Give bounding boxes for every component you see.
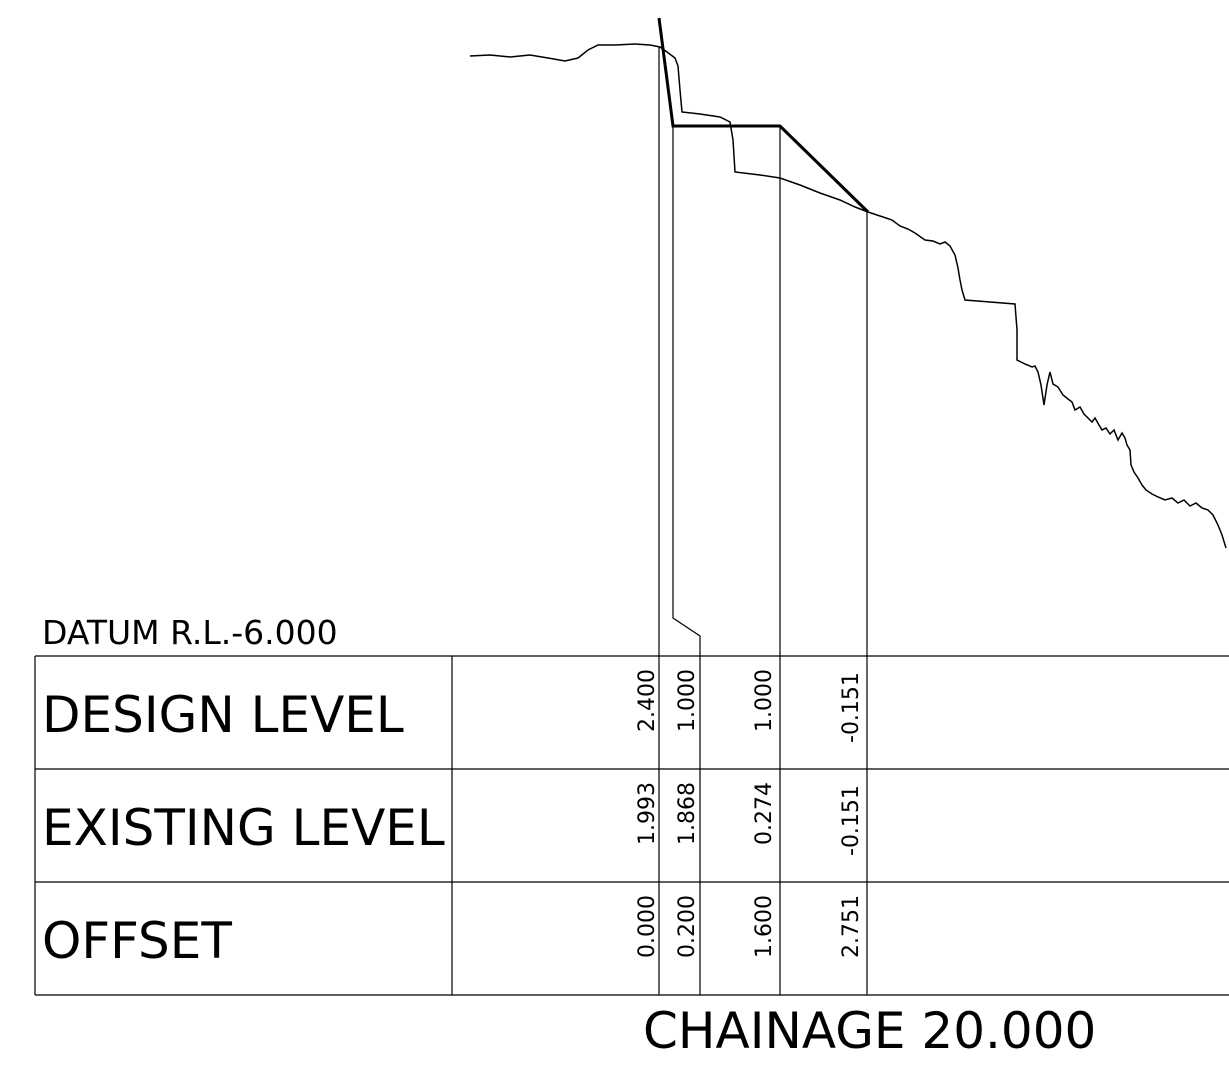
- datum-label: DATUM R.L.-6.000: [42, 613, 338, 652]
- design-level-value: 1.000: [752, 669, 777, 732]
- offset-value: 0.200: [675, 895, 700, 958]
- existing-level-value: -0.151: [839, 785, 864, 856]
- design-level-value: 2.400: [635, 669, 660, 732]
- chainage-label: CHAINAGE 20.000: [643, 1002, 1096, 1060]
- offset-value: 2.751: [839, 895, 864, 958]
- offset-value: 1.600: [752, 895, 777, 958]
- offset-line-1: [672, 126, 701, 995]
- design-section-line: [657, 17, 870, 214]
- existing-level-value: 1.993: [635, 782, 660, 845]
- existing-level-value: 0.274: [752, 782, 777, 845]
- row-label-existing-level: EXISTING LEVEL: [42, 799, 445, 857]
- offset-value: 0.000: [635, 895, 660, 958]
- row-label-offset: OFFSET: [42, 912, 232, 970]
- existing-ground-line: [469, 43, 1227, 549]
- design-level-value: -0.151: [839, 672, 864, 743]
- existing-level-value: 1.868: [675, 782, 700, 845]
- row-label-design-level: DESIGN LEVEL: [42, 686, 404, 744]
- design-level-value: 1.000: [675, 669, 700, 732]
